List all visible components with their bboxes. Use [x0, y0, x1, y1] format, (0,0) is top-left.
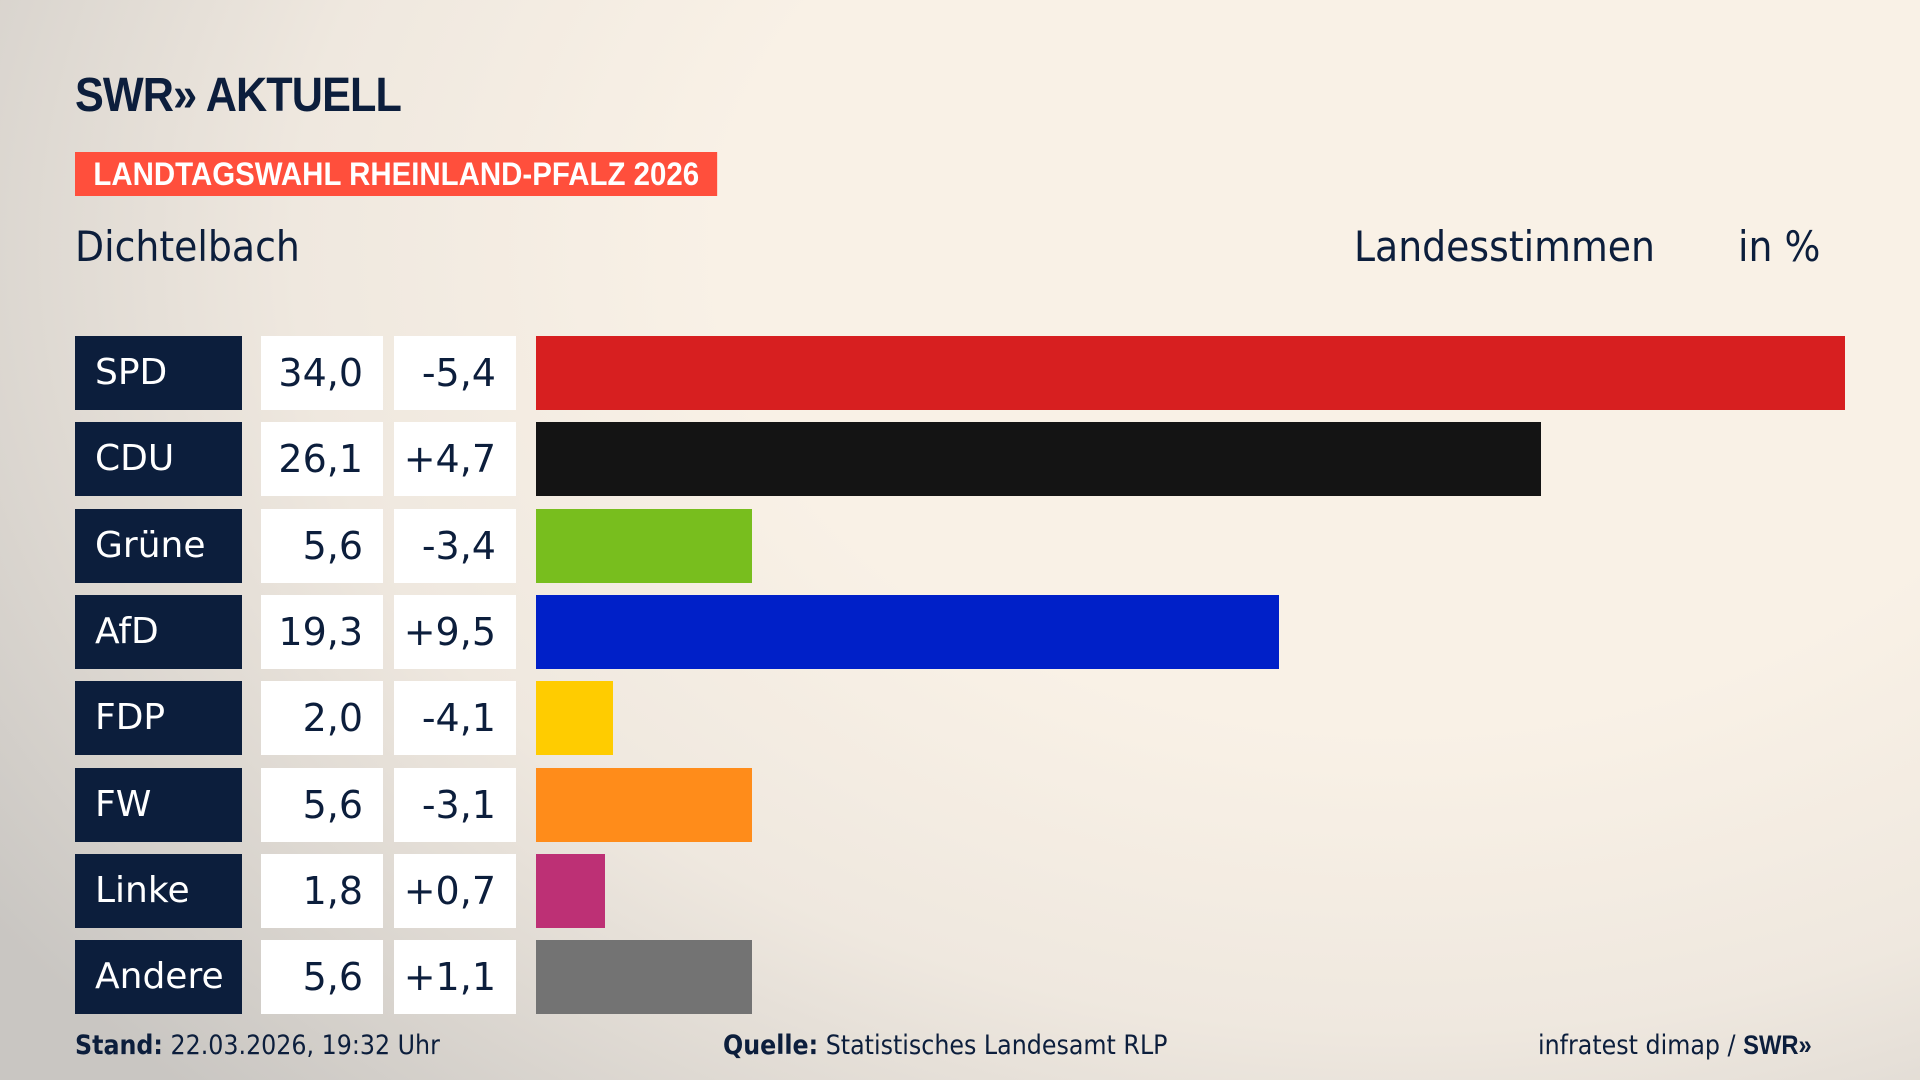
- value-label: 1,8: [261, 853, 383, 928]
- bar: [536, 508, 752, 583]
- diff-label: +0,7: [394, 853, 516, 928]
- source-value: Statistisches Landesamt RLP: [825, 1030, 1168, 1061]
- party-label: Andere: [75, 940, 242, 1015]
- party-label: Linke: [75, 853, 242, 928]
- diff-label: -3,4: [394, 508, 516, 583]
- stand-label: Stand:: [75, 1030, 163, 1061]
- diff-label: -4,1: [394, 681, 516, 756]
- bar: [536, 940, 752, 1015]
- value-label: 19,3: [261, 594, 383, 669]
- election-banner: LANDTAGSWAHL RHEINLAND-PFALZ 2026: [75, 152, 718, 196]
- stand-value: 22.03.2026, 19:32 Uhr: [170, 1030, 440, 1061]
- bar: [536, 336, 1845, 410]
- value-label: 5,6: [261, 940, 383, 1015]
- bar: [536, 853, 606, 928]
- party-label: FW: [75, 767, 242, 842]
- votes-header: Landesstimmen: [1354, 222, 1656, 271]
- bar: [536, 681, 613, 756]
- swr-logo: SWR»: [1743, 1030, 1812, 1060]
- party-label: CDU: [75, 422, 242, 497]
- value-label: 26,1: [261, 422, 383, 497]
- place-title: Dichtelbach: [75, 222, 300, 271]
- diff-label: -5,4: [394, 336, 516, 410]
- party-label: SPD: [75, 336, 242, 410]
- unit-header: in %: [1738, 222, 1821, 271]
- bar: [536, 422, 1541, 497]
- value-label: 34,0: [261, 336, 383, 410]
- value-label: 5,6: [261, 767, 383, 842]
- party-label: AfD: [75, 594, 242, 669]
- swr-aktuell-logo: SWR» AKTUELL: [75, 69, 402, 122]
- source-label: Quelle:: [723, 1030, 819, 1061]
- diff-label: +1,1: [394, 940, 516, 1015]
- footer-source: Quelle: Statistisches Landesamt RLP: [723, 1030, 1168, 1061]
- value-label: 2,0: [261, 681, 383, 756]
- footer-stand: Stand: 22.03.2026, 19:32 Uhr: [75, 1030, 440, 1061]
- party-label: Grüne: [75, 508, 242, 583]
- bar: [536, 594, 1280, 669]
- bar: [536, 767, 752, 842]
- party-label: FDP: [75, 681, 242, 756]
- diff-label: +9,5: [394, 594, 516, 669]
- footer-credit: infratest dimap / SWR»: [1538, 1030, 1812, 1061]
- value-label: 5,6: [261, 508, 383, 583]
- diff-label: -3,1: [394, 767, 516, 842]
- diff-label: +4,7: [394, 422, 516, 497]
- credit-text: infratest dimap /: [1538, 1030, 1744, 1061]
